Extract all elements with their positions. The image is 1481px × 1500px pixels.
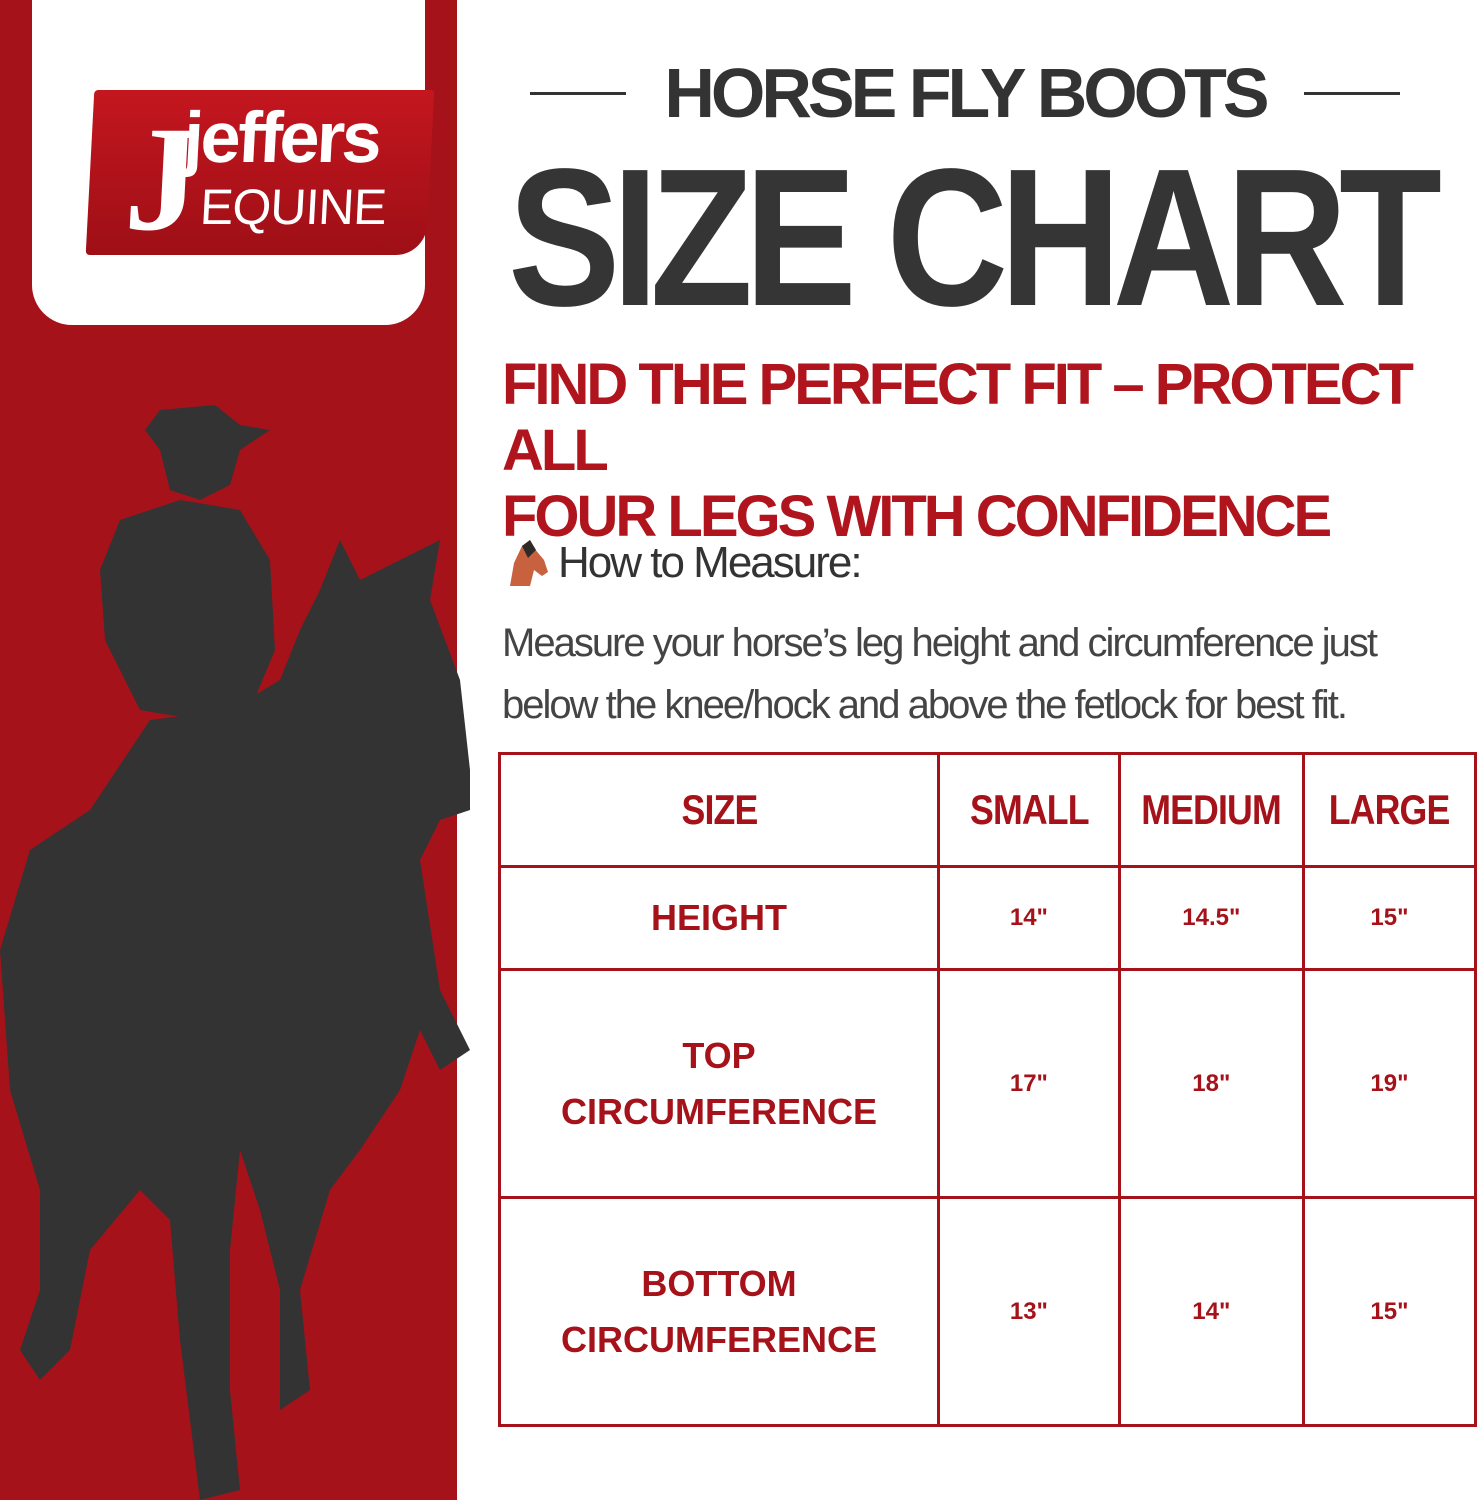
table-row: HEIGHT 14" 14.5" 15" (498, 865, 1478, 971)
header-small: SMALL (950, 752, 1107, 868)
row-label: BOTTOM CIRCUMFERENCE (498, 1196, 940, 1427)
cell-value: 13" (937, 1196, 1121, 1427)
cell-value: 14" (1117, 1196, 1305, 1427)
size-table: SIZE SMALL MEDIUM LARGE HEIGHT 14" 14.5"… (498, 752, 1478, 1427)
subtitle: FIND THE PERFECT FIT – PROTECT ALL FOUR … (502, 352, 1481, 550)
row-label: TOP CIRCUMFERENCE (498, 968, 940, 1199)
eyebrow-title: HORSE FLY BOOTS (530, 58, 1400, 128)
measure-instructions: Measure your horse’s leg height and circ… (502, 621, 1378, 727)
product-name: HORSE FLY BOOTS (664, 54, 1269, 132)
jeffers-equine-logo: J jeffers EQUINE (85, 90, 435, 262)
cell-value: 15" (1301, 1196, 1478, 1427)
header-size: SIZE (531, 752, 907, 868)
cell-value: 18" (1117, 968, 1305, 1199)
cell-value: 14.5" (1117, 865, 1305, 971)
cell-value: 17" (937, 968, 1121, 1199)
how-to-measure-heading: How to Measure: (500, 538, 863, 588)
horse-head-icon (510, 540, 548, 586)
cell-value: 14" (937, 865, 1121, 971)
how-to-measure-label: How to Measure: (558, 538, 863, 587)
red-side-panel: J jeffers EQUINE (0, 0, 470, 1500)
cell-value: 19" (1301, 968, 1478, 1199)
subtitle-line-1: FIND THE PERFECT FIT – PROTECT ALL (502, 352, 1414, 483)
header-large: LARGE (1314, 752, 1464, 868)
table-row: TOP CIRCUMFERENCE 17" 18" 19" (498, 968, 1478, 1199)
divider-right (1304, 91, 1400, 95)
horse-rider-silhouette (0, 405, 470, 1500)
header-medium: MEDIUM (1131, 752, 1291, 868)
row-label: HEIGHT (498, 865, 940, 971)
divider-left (530, 91, 626, 95)
page-title: SIZE CHART (508, 128, 1442, 347)
subtitle-line-2: FOUR LEGS WITH CONFIDENCE (502, 484, 1332, 549)
cell-value: 15" (1301, 865, 1478, 971)
table-header-row: SIZE SMALL MEDIUM LARGE (500, 752, 1476, 868)
logo-subtext: EQUINE (198, 179, 388, 235)
table-row: BOTTOM CIRCUMFERENCE 13" 14" 15" (498, 1196, 1478, 1427)
logo-card: J jeffers EQUINE (32, 0, 435, 325)
logo-text: jeffers (181, 98, 382, 178)
